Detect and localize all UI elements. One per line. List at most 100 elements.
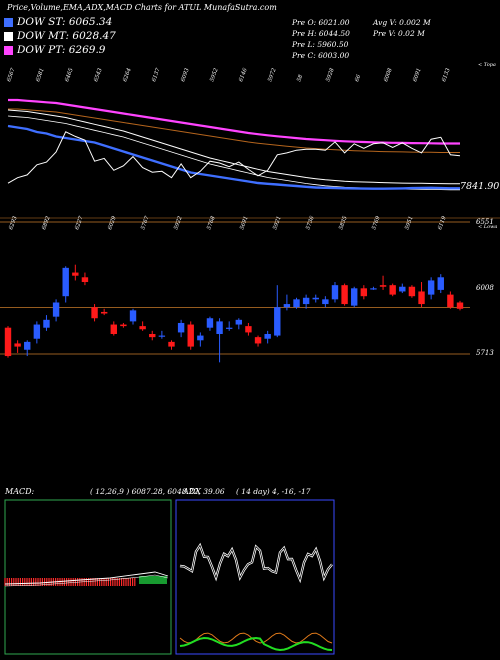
legend-item-mt: DOW MT: 6028.47: [4, 30, 116, 42]
ema-brown-line: [8, 108, 460, 153]
candle-body: [399, 286, 406, 292]
candle-body: [187, 324, 194, 347]
candle-body: [4, 327, 12, 357]
price-tick-label: 5928: [325, 67, 336, 83]
candle-body: [33, 324, 41, 339]
adx-panel-frame: [175, 499, 335, 655]
price-tick-label: 6543: [93, 67, 104, 83]
candle-body: [437, 277, 444, 290]
candle-tick-label: 5921: [272, 215, 282, 230]
candle-tick-label: 5922: [173, 215, 184, 231]
legend-label-mt: DOW MT: 6028.47: [17, 30, 116, 42]
price-tick-label: 6567: [6, 67, 17, 83]
candle-body: [120, 324, 127, 327]
candle-body: [379, 285, 387, 287]
candle-tick-label: 6293: [8, 215, 19, 231]
level-label-high: 6551: [476, 218, 494, 226]
adx-minus-di-line: [179, 636, 333, 652]
price-tick-label: 6093: [180, 67, 191, 83]
candle-corner-label: < Lowa: [478, 224, 498, 230]
candle-body: [456, 302, 464, 309]
candle-body: [389, 285, 396, 295]
candle-tick-label: 5767: [140, 215, 151, 231]
ema-mid-line: [7, 109, 460, 185]
candle-tick-label: 5691: [239, 215, 249, 230]
level-label-mid: 6008: [476, 284, 494, 292]
candle-body: [370, 288, 377, 290]
candle-tick-label: 6029: [107, 215, 118, 231]
candle-tick-label: 6119: [437, 215, 448, 231]
price-tick-label: 6581: [35, 67, 45, 82]
price-tick-label: 6146: [238, 67, 249, 83]
legend-swatch-st: [4, 17, 13, 27]
price-tick-label: 5952: [209, 67, 220, 83]
candle-body: [331, 285, 339, 300]
price-corner-label: < Topa: [478, 62, 496, 68]
candle-body: [100, 311, 108, 314]
price-tick-label: 66: [354, 74, 362, 83]
macd-label: MACD:: [5, 487, 35, 496]
candle-body: [283, 304, 291, 308]
candle-body: [312, 297, 319, 300]
candle-body: [177, 322, 185, 333]
macd-line: [4, 571, 169, 585]
candle-body: [206, 318, 214, 328]
adx-values: ( 14 day) 4, -16, -17: [236, 487, 311, 496]
stat-pre-open: Pre O: 6021.00: [292, 18, 350, 27]
price-tick-label: 6465: [64, 67, 75, 83]
candle-body: [235, 319, 243, 325]
legend-swatch-mt: [4, 31, 13, 41]
candle-body: [274, 307, 281, 336]
adx-line-inner: [179, 544, 333, 581]
candle-body: [158, 335, 166, 337]
candle-body: [225, 327, 233, 329]
candle-body: [43, 319, 50, 328]
candle-body: [110, 324, 117, 334]
candle-body: [245, 326, 252, 333]
candle-tick-label: 5736: [305, 215, 316, 231]
candle-tick-label: 5835: [338, 215, 349, 231]
candle-body: [52, 302, 60, 317]
candle-body: [168, 341, 175, 347]
candle-body: [351, 288, 358, 306]
stat-avg-volume: Avg V: 0.002 M: [373, 18, 431, 27]
legend-item-st: DOW ST: 6065.34: [4, 16, 112, 28]
candle-body: [81, 277, 89, 283]
adx-plus-di-line: [179, 632, 333, 644]
candle-body: [14, 343, 21, 347]
price-tick-label: 6091: [412, 67, 422, 82]
price-tick-label: 6264: [122, 67, 133, 83]
candle-body: [418, 291, 425, 305]
candle-body: [197, 335, 204, 341]
adx-label: ADX: [183, 487, 201, 496]
candle-body: [264, 333, 271, 339]
candle-tick-label: 5951: [404, 215, 414, 230]
legend-item-pt: DOW PT: 6269.9: [4, 44, 105, 56]
legend-label-st: DOW ST: 6065.34: [17, 16, 113, 28]
candle-tick-label: 5769: [371, 215, 382, 231]
candle-body: [360, 288, 368, 297]
candle-body: [293, 299, 300, 308]
stat-pre-close: Pre C: 6003.00: [292, 51, 350, 60]
stat-pre-high: Pre H: 6044.50: [292, 29, 350, 38]
legend-label-pt: DOW PT: 6269.9: [17, 44, 106, 56]
price-last-value: 7841.90: [460, 181, 500, 192]
chart-title: Price,Volume,EMA,ADX,MACD Charts for ATU…: [7, 3, 277, 12]
candle-body: [216, 321, 223, 334]
candle-body: [129, 310, 137, 322]
candle-body: [139, 326, 146, 330]
level-label-low: 5713: [476, 349, 494, 357]
candle-body: [427, 280, 435, 295]
candle-tick-label: 6227: [74, 215, 85, 231]
stat-pre-volume: Pre V: 0.02 M: [373, 29, 425, 38]
candle-body: [24, 341, 31, 350]
candle-body: [408, 286, 416, 297]
price-close-line: [7, 131, 461, 184]
candle-body: [302, 297, 310, 305]
stat-pre-low: Pre L: 5960.50: [292, 40, 349, 49]
candle-body: [72, 272, 79, 276]
price-tick-label: 58: [296, 74, 304, 83]
price-tick-label: 6137: [151, 67, 162, 83]
candle-body: [149, 333, 156, 338]
